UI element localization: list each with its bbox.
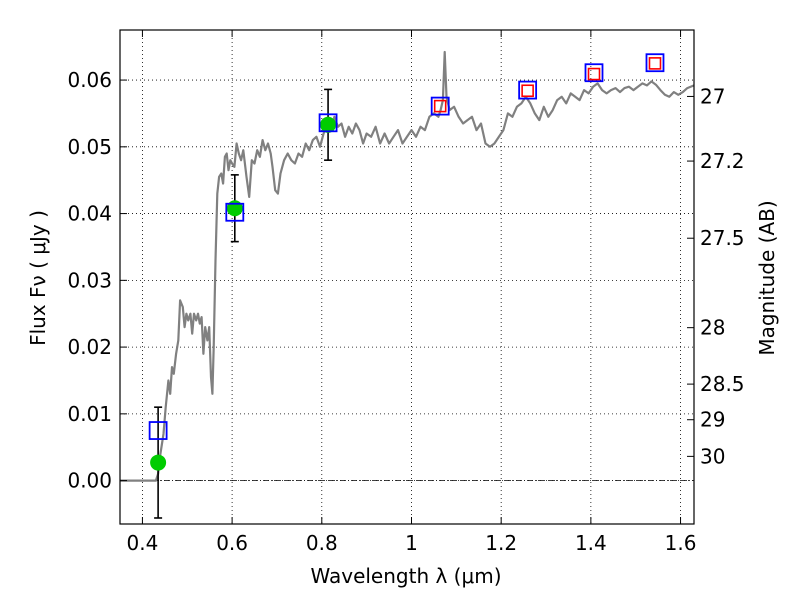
y2-tick-label: 28: [700, 316, 725, 340]
x-tick-label: 1.6: [665, 531, 697, 555]
y2-axis-label: Magnitude (AB): [755, 200, 779, 355]
y-tick-label: 0.02: [67, 335, 112, 359]
x-tick-label: 1.4: [575, 531, 607, 555]
observed-flux-point: [150, 454, 167, 471]
x-tick-label: 0.4: [127, 531, 159, 555]
model-flux-square: [430, 96, 450, 116]
y2-tick-label: 27.5: [700, 226, 745, 250]
y2-tick-label: 29: [700, 408, 725, 432]
observed-flux-point: [320, 116, 337, 133]
model-flux-square: [318, 113, 338, 133]
y-tick-label: 0.01: [67, 402, 112, 426]
y-tick-label: 0.00: [67, 469, 112, 493]
y-axis-left: 0.00 0.01 0.02 0.03 0.04 0.05 0.06: [67, 68, 127, 493]
model-flux-square: [518, 80, 538, 100]
y-tick-label: 0.06: [67, 68, 112, 92]
model-flux-square: [225, 202, 245, 222]
model-spectrum-line: [120, 50, 695, 482]
x-tick-label: 1.2: [485, 531, 517, 555]
predicted-flux-square: [521, 84, 534, 98]
y2-tick-label: 27.2: [700, 149, 745, 173]
y-axis-right: 27 27.2 27.5 28 28.5 29 30: [687, 84, 745, 468]
series-layer: [120, 50, 695, 519]
plot-frame: [119, 29, 695, 525]
x-tick-label: 0.6: [216, 531, 248, 555]
y-tick-label: 0.05: [67, 135, 112, 159]
y2-tick-label: 28.5: [700, 372, 745, 396]
y-tick-label: 0.03: [67, 268, 112, 292]
y2-tick-label: 27: [700, 84, 725, 108]
y-tick-label: 0.04: [67, 202, 112, 226]
model-flux-square: [148, 421, 168, 440]
x-axis: 0.4 0.6 0.8 1 1.2 1.4 1.6: [127, 30, 697, 555]
predicted-flux-square: [433, 99, 447, 113]
y2-tick-label: 30: [700, 444, 725, 468]
model-flux-square: [645, 53, 665, 73]
predicted-flux-square: [587, 67, 601, 81]
x-tick-label: 0.8: [306, 531, 338, 555]
model-flux-square: [584, 63, 604, 83]
x-tick-label: 1: [405, 531, 418, 555]
predicted-flux-square: [648, 57, 662, 70]
x-axis-label: Wavelength λ (μm): [310, 564, 501, 588]
y-axis-label: Flux Fν ( μJy ): [26, 210, 50, 346]
